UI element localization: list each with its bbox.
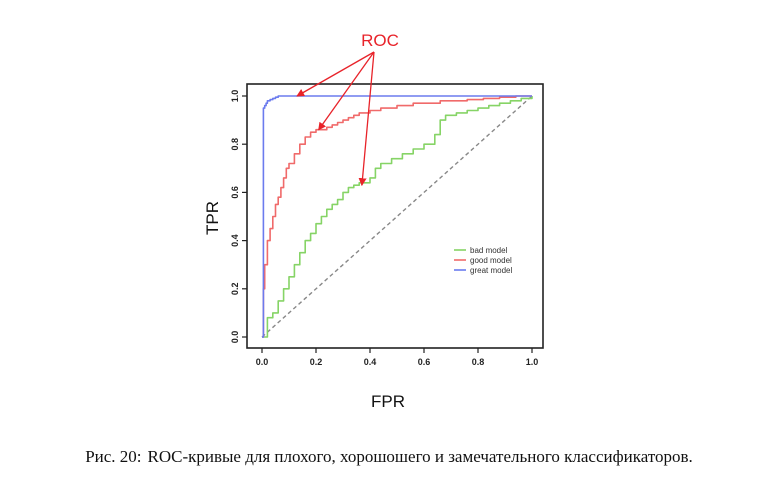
plot-frame <box>246 83 544 349</box>
roc-chart: 0.0 0.2 0.4 0.6 0.8 1.0 0.0 0.2 0.4 0.6 0.8 1.0 FPR T… <box>203 31 544 411</box>
roc-annotation-arrow <box>296 51 375 97</box>
series-line-good-model <box>262 95 532 338</box>
legend-label-good-model: good model <box>470 256 512 265</box>
y-tick-label: 0.8 <box>230 138 240 151</box>
x-axis-label: FPR <box>371 392 405 411</box>
legend-label-bad-model: bad model <box>470 246 508 255</box>
x-tick-label: 1.0 <box>526 357 539 367</box>
series-line-great-model <box>262 95 532 338</box>
y-tick-label: 0.6 <box>230 186 240 199</box>
x-tick-label: 0.6 <box>418 357 431 367</box>
roc-annotation-arrow <box>358 51 375 187</box>
roc-annotation-arrow <box>318 51 375 131</box>
x-tick-label: 0.2 <box>310 357 323 367</box>
y-axis-label: TPR <box>203 201 222 235</box>
roc-annotation-label: ROC <box>361 31 399 50</box>
x-tick-label: 0.0 <box>256 357 269 367</box>
y-tick-label: 0.0 <box>230 331 240 344</box>
y-tick-label: 0.2 <box>230 283 240 296</box>
figure-caption: Рис. 20: ROC-кривые для плохого, хорошоше… <box>0 447 778 467</box>
legend-label-great-model: great model <box>470 266 512 275</box>
diagonal-reference-line <box>261 95 533 338</box>
y-tick-label: 1.0 <box>230 90 240 103</box>
caption-prefix: Рис. 20: <box>85 447 142 466</box>
x-tick-label: 0.8 <box>472 357 485 367</box>
y-tick-label: 0.4 <box>230 234 240 247</box>
caption-text: ROC-кривые для плохого, хорошошего и зам… <box>147 447 693 466</box>
x-tick-label: 0.4 <box>364 357 377 367</box>
